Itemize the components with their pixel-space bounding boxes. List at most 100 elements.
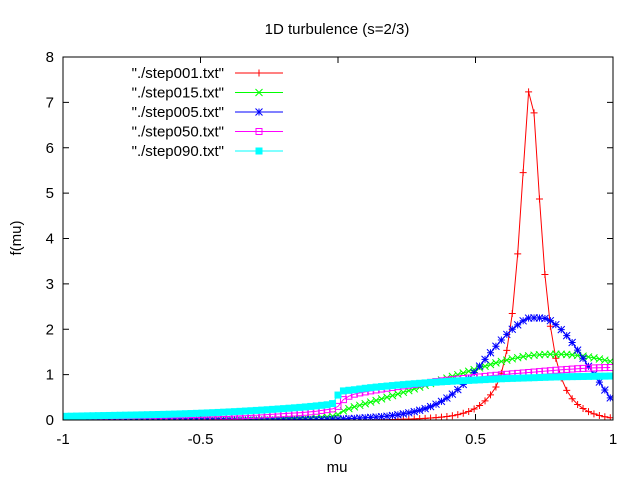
data-point	[562, 331, 571, 340]
y-tick-label: 2	[46, 321, 54, 338]
data-point	[220, 408, 228, 416]
data-point	[574, 400, 582, 408]
data-point	[601, 364, 609, 372]
data-point	[366, 398, 375, 406]
data-point	[296, 403, 304, 411]
data-point	[427, 379, 435, 387]
data-point	[329, 400, 337, 408]
data-point	[383, 382, 391, 390]
data-point	[410, 380, 418, 388]
data-point	[214, 408, 222, 416]
data-point	[378, 383, 386, 391]
data-point	[236, 407, 244, 415]
data-point	[574, 365, 582, 373]
data-point	[339, 387, 347, 395]
data-point	[448, 412, 456, 420]
data-point	[209, 409, 217, 417]
data-point	[492, 359, 500, 367]
data-point	[546, 373, 554, 381]
data-point	[584, 364, 592, 372]
data-point	[241, 407, 249, 415]
y-tick-label: 0	[46, 412, 54, 429]
data-point	[475, 362, 484, 370]
y-tick-label: 1	[46, 367, 54, 384]
data-point	[524, 314, 533, 322]
data-point	[383, 412, 391, 420]
data-point	[361, 413, 370, 420]
data-point	[557, 373, 565, 381]
data-point	[317, 415, 326, 420]
x-tick-label: 0	[334, 431, 342, 448]
data-point	[568, 338, 577, 347]
y-tick-label: 5	[46, 185, 54, 202]
data-point	[476, 376, 484, 384]
data-point	[551, 320, 560, 329]
data-point	[606, 363, 613, 371]
data-point	[459, 409, 467, 417]
data-point	[590, 364, 598, 372]
data-point	[122, 411, 130, 419]
data-point	[557, 366, 565, 374]
data-point	[584, 372, 592, 380]
data-point	[73, 412, 81, 420]
data-point	[399, 409, 408, 418]
data-point	[579, 372, 587, 380]
legend-marker	[255, 88, 263, 97]
data-point	[366, 413, 375, 420]
data-point	[116, 411, 124, 419]
data-point	[568, 395, 576, 403]
data-point	[285, 404, 293, 412]
data-point	[508, 325, 517, 334]
series-line	[65, 91, 611, 420]
data-point	[350, 402, 359, 411]
data-point	[519, 169, 527, 177]
data-point	[453, 385, 462, 394]
data-point	[372, 413, 380, 420]
data-point	[443, 413, 451, 420]
data-point	[563, 373, 571, 381]
data-point	[476, 401, 484, 409]
data-point	[198, 409, 206, 417]
data-point	[247, 407, 255, 415]
data-point	[530, 109, 538, 117]
data-point	[399, 381, 407, 389]
data-point	[470, 405, 478, 413]
data-point	[606, 394, 613, 402]
data-point	[165, 410, 173, 418]
data-point	[307, 402, 315, 410]
data-point	[377, 412, 386, 420]
legend-marker	[255, 108, 263, 116]
series-5	[63, 372, 613, 420]
data-point	[443, 377, 451, 385]
data-point	[486, 391, 494, 399]
data-point	[225, 408, 233, 416]
data-point	[492, 342, 500, 351]
data-point	[503, 346, 511, 354]
data-point	[63, 412, 70, 420]
data-point	[530, 314, 538, 322]
data-point	[334, 415, 342, 420]
y-tick-label: 6	[46, 140, 54, 157]
chart-title: 1D turbulence (s=2/3)	[265, 21, 410, 38]
data-point	[312, 415, 321, 420]
data-point	[410, 407, 419, 416]
data-point	[508, 374, 516, 382]
data-point	[563, 365, 571, 373]
data-point	[176, 410, 184, 418]
data-point	[503, 375, 511, 383]
data-point	[606, 372, 613, 380]
data-point	[486, 348, 495, 357]
data-point	[541, 314, 549, 323]
data-point	[356, 385, 364, 393]
data-point	[492, 383, 500, 391]
y-tick-label: 7	[46, 94, 54, 111]
data-point	[443, 394, 451, 402]
data-point	[182, 410, 190, 418]
data-point	[84, 412, 92, 420]
data-point	[579, 364, 587, 372]
legend-label: "./step005.txt"	[132, 104, 224, 121]
data-point	[497, 336, 506, 344]
data-point	[508, 310, 516, 318]
data-point	[514, 250, 522, 258]
